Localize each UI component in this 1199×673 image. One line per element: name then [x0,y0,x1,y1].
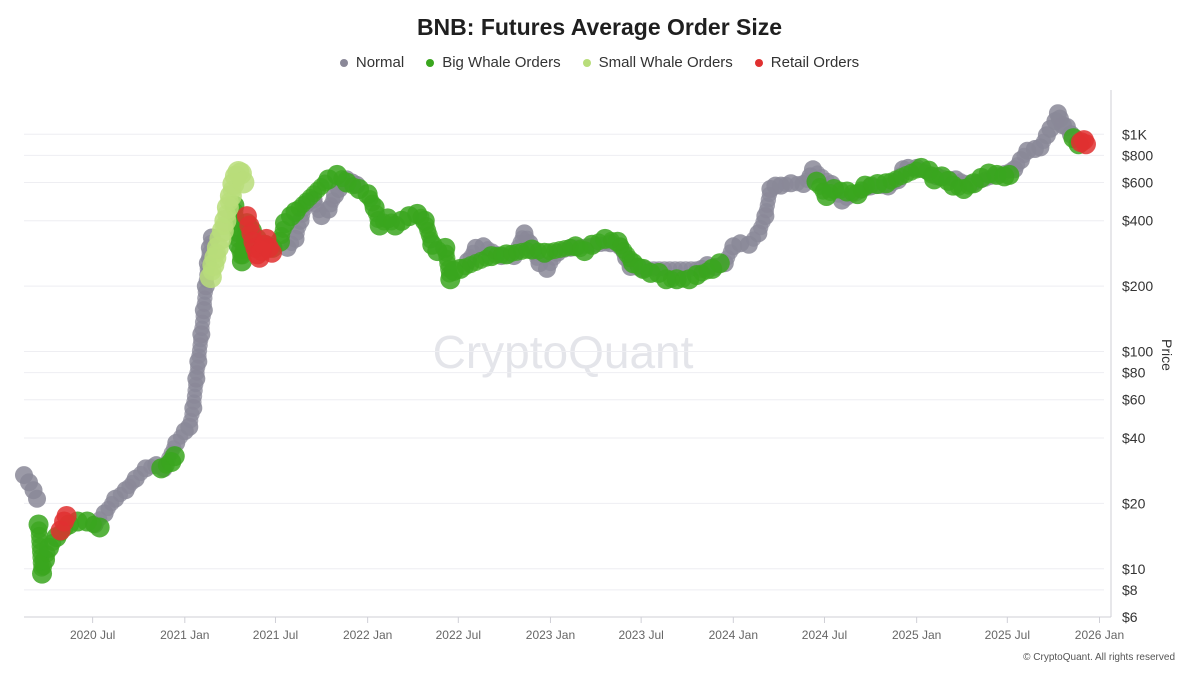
legend-label: Retail Orders [770,54,860,71]
y-tick-label: $800 [1122,147,1153,163]
data-point [28,489,47,508]
chart-title: BNB: Futures Average Order Size [416,14,783,40]
data-point [89,517,110,538]
y-tick-label: $200 [1122,278,1153,294]
y-tick-label: $80 [1122,365,1146,381]
legend-label: Big Whale Orders [442,54,561,71]
legend-marker-small-whale [582,58,591,67]
y-tick-label: $20 [1122,495,1146,511]
data-point [1075,134,1096,155]
x-tick-label: 2025 Jan [892,628,941,642]
y-axis-title: Price [1159,339,1175,371]
y-tick-label: $60 [1122,392,1146,408]
x-tick-label: 2026 Jan [1075,628,1124,642]
x-tick-label: 2023 Jan [526,628,575,642]
data-point [999,164,1020,185]
y-tick-label: $600 [1122,174,1153,190]
y-tick-label: $10 [1122,561,1146,577]
series-retail-orders [50,130,1096,541]
legend-marker-retail [754,58,763,67]
data-point [232,171,255,194]
x-tick-label: 2021 Jul [253,628,298,642]
x-tick-label: 2022 Jan [343,628,392,642]
legend-marker-big-whale [426,58,435,67]
legend: Normal Big Whale Orders Small Whale Orde… [0,54,1199,71]
x-tick-label: 2021 Jan [160,628,209,642]
legend-item-big-whale[interactable]: Big Whale Orders [426,54,561,71]
y-tick-label: $8 [1122,582,1138,598]
y-axis: $1K $800 $600 $400 $200 $100 $80 $60 $40 $20 $10 $8… [1110,90,1153,625]
x-tick-label: 2020 Jul [70,628,115,642]
data-point [709,253,730,274]
scatter-points [15,104,1096,584]
legend-item-normal[interactable]: Normal [339,54,405,71]
legend-marker-normal [339,58,348,67]
copyright: © CryptoQuant. All rights reserved [1023,652,1175,663]
x-tick-label: 2023 Jul [618,628,663,642]
y-tick-label: $1K [1122,126,1148,142]
x-tick-label: 2025 Jul [985,628,1030,642]
x-tick-label: 2022 Jul [436,628,481,642]
legend-label: Normal [355,54,405,71]
y-tick-label: $100 [1122,344,1153,360]
y-tick-label: $40 [1122,430,1146,446]
data-point [56,505,77,526]
legend-item-small-whale[interactable]: Small Whale Orders [582,54,733,71]
y-tick-label: $6 [1122,609,1138,625]
x-axis: 2020 Jul 2021 Jan 2021 Jul 2022 Jan 2022 Jul… [24,616,1124,642]
data-point [261,242,282,263]
y-tick-label: $400 [1122,213,1153,229]
legend-label: Small Whale Orders [598,54,733,71]
legend-item-retail[interactable]: Retail Orders [754,54,860,71]
x-tick-label: 2024 Jul [802,628,847,642]
data-point [164,446,185,467]
x-tick-label: 2024 Jan [709,628,758,642]
series-small-whale-orders [199,161,255,289]
